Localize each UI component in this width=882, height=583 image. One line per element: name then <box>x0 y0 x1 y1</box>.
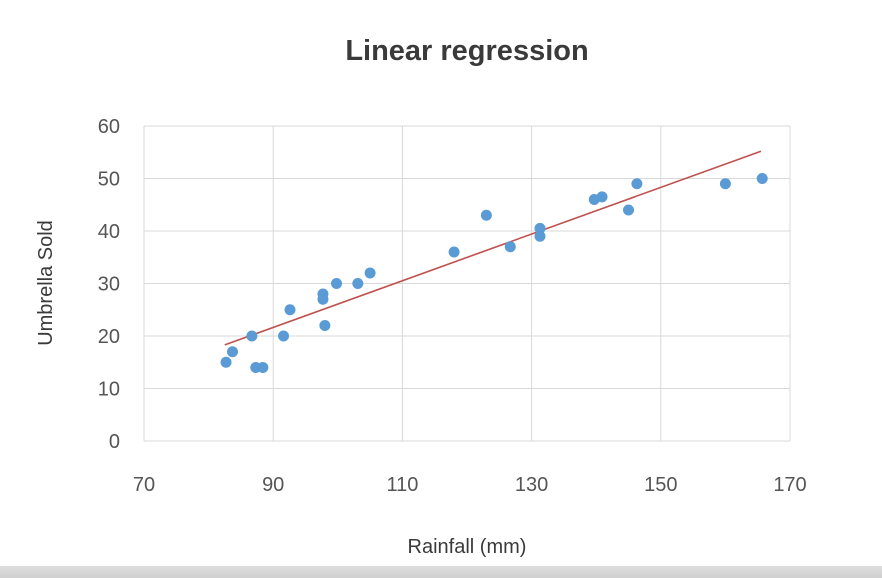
data-point <box>756 173 768 184</box>
data-point <box>534 230 546 242</box>
axis-tick-labels: 0 10 20 30 40 50 60 70 90 110 130 150 170 <box>98 116 807 496</box>
data-point <box>227 346 239 358</box>
y-tick-label: 10 <box>98 379 120 401</box>
x-tick-label: 130 <box>515 474 548 496</box>
x-tick-label: 150 <box>644 474 677 496</box>
data-point <box>331 278 343 289</box>
x-tick-label: 170 <box>773 474 806 496</box>
data-point <box>364 267 376 279</box>
data-point <box>623 204 634 216</box>
x-tick-label: 70 <box>133 474 155 496</box>
trendline-layer <box>224 150 762 346</box>
data-point <box>257 362 269 373</box>
data-point <box>631 178 643 190</box>
grid-lines <box>143 125 791 442</box>
y-tick-label: 20 <box>98 326 120 348</box>
data-point <box>278 330 290 342</box>
data-point <box>596 191 608 203</box>
data-point <box>448 246 460 258</box>
x-tick-label: 90 <box>262 474 284 496</box>
data-point <box>504 241 516 253</box>
y-tick-label: 30 <box>98 274 120 296</box>
data-point <box>352 278 364 289</box>
data-point <box>284 304 296 316</box>
chart-title: Linear regression <box>345 35 588 67</box>
data-point <box>317 293 329 305</box>
data-point <box>246 330 258 342</box>
y-axis-label: Umbrella Sold <box>35 220 57 346</box>
window-bottom-edge <box>0 566 882 578</box>
data-point <box>480 209 492 221</box>
y-tick-label: 60 <box>98 116 120 138</box>
data-point <box>220 356 232 368</box>
data-point <box>319 320 331 331</box>
y-tick-label: 0 <box>109 431 120 453</box>
trendline <box>224 150 762 346</box>
data-points <box>220 173 768 373</box>
y-tick-label: 40 <box>98 221 120 243</box>
x-tick-label: 110 <box>386 474 418 496</box>
y-tick-label: 50 <box>98 169 120 191</box>
data-point <box>719 178 731 190</box>
data-point <box>534 222 546 234</box>
x-axis-label: Rainfall (mm) <box>408 536 527 558</box>
